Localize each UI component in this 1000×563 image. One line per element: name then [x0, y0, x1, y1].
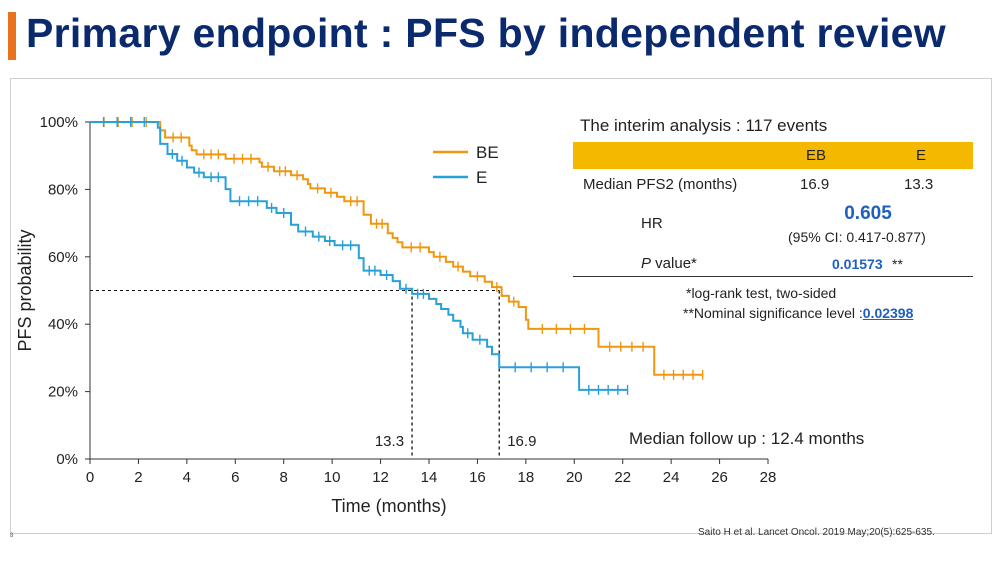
- median-e-value: 13.3: [904, 176, 934, 193]
- y-tick-label: 40%: [48, 316, 78, 333]
- x-tick-label: 16: [469, 469, 486, 486]
- y-tick-label: 0%: [56, 451, 78, 468]
- y-tick-label: 60%: [48, 249, 78, 266]
- x-tick-label: 14: [421, 469, 438, 486]
- footnote-nominal-level: **Nominal significance level : 0.02398: [683, 305, 913, 321]
- x-tick-label: 28: [760, 469, 777, 486]
- x-tick-label: 6: [231, 469, 239, 486]
- x-tick-label: 22: [614, 469, 631, 486]
- x-tick-label: 0: [86, 469, 94, 486]
- p-value-label: P value*: [641, 255, 697, 272]
- p-label-rest: value*: [651, 255, 697, 272]
- p-value: 0.01573: [832, 256, 883, 272]
- hr-value: 0.605: [844, 203, 892, 224]
- x-tick-label: 10: [324, 469, 341, 486]
- x-tick-label: 18: [518, 469, 535, 486]
- table-header-band: [573, 142, 973, 169]
- column-header-e: E: [915, 147, 926, 164]
- x-axis-label: Time (months): [331, 496, 446, 516]
- title-accent-bar: [8, 12, 16, 60]
- interim-analysis-label: The interim analysis : 117 events: [580, 116, 828, 135]
- footnote-log-rank: *log-rank test, two-sided: [686, 285, 837, 301]
- hr-label: HR: [641, 215, 663, 232]
- y-tick-label: 20%: [48, 384, 78, 401]
- median-follow-up: Median follow up : 12.4 months: [629, 429, 865, 448]
- page-marker: 8: [10, 533, 14, 539]
- legend-label-be: BE: [476, 143, 499, 162]
- page-title: Primary endpoint : PFS by independent re…: [26, 10, 946, 56]
- median-label-be: 16.9: [507, 433, 536, 450]
- hr-confidence-interval: (95% CI: 0.417-0.877): [788, 229, 926, 245]
- median-label-e: 13.3: [375, 433, 404, 450]
- x-tick-label: 4: [183, 469, 191, 486]
- y-tick-label: 100%: [40, 114, 78, 131]
- p-value-stars: **: [892, 256, 903, 272]
- y-tick-label: 80%: [48, 181, 78, 198]
- legend-label-e: E: [476, 168, 487, 187]
- y-axis-label: PFS probability: [15, 229, 35, 351]
- table-bottom-rule: [573, 276, 973, 277]
- x-tick-label: 26: [711, 469, 728, 486]
- x-tick-label: 2: [134, 469, 142, 486]
- chart-frame: [10, 78, 992, 534]
- median-pfs-label: Median PFS2 (months): [583, 176, 738, 193]
- citation: Saito H et al. Lancet Oncol. 2019 May;20…: [698, 527, 935, 538]
- x-tick-label: 24: [663, 469, 680, 486]
- column-header-eb: EB: [805, 147, 826, 164]
- x-tick-label: 12: [372, 469, 389, 486]
- nominal-level-value: 0.02398: [862, 305, 914, 321]
- footnote-nominal-text: **Nominal significance level :: [683, 305, 863, 321]
- x-tick-label: 8: [280, 469, 288, 486]
- series-line-e: [90, 121, 628, 391]
- median-eb-value: 16.9: [800, 176, 830, 193]
- p-italic: P: [641, 255, 652, 272]
- x-tick-label: 20: [566, 469, 583, 486]
